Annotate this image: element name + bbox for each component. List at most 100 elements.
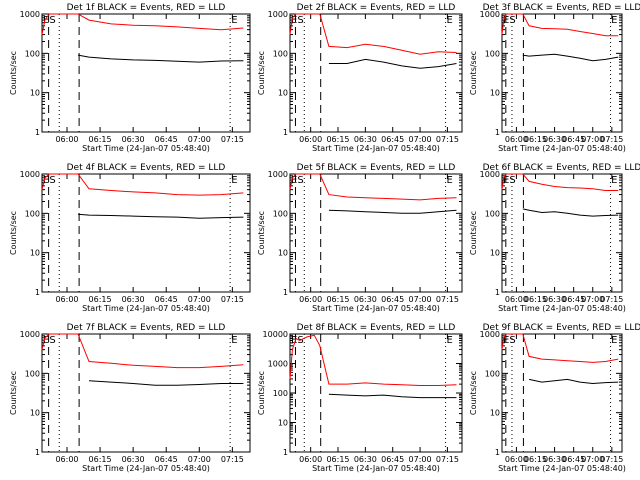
y-tick-label: 10 bbox=[490, 89, 500, 98]
marker-e-label: E bbox=[231, 335, 237, 346]
y-tick-label: 10 bbox=[278, 419, 288, 428]
y-tick-label: 1 bbox=[283, 128, 288, 137]
x-tick-label: 06:00 bbox=[55, 295, 78, 304]
marker-e-label: E bbox=[231, 175, 237, 186]
y-tick-label: 100 bbox=[485, 49, 500, 58]
plot-frame bbox=[501, 13, 623, 133]
y-tick-label: 100 bbox=[485, 369, 500, 378]
y-tick-label: 100 bbox=[273, 389, 288, 398]
x-tick-label: 06:30 bbox=[122, 455, 145, 464]
x-tick-label: 07:15 bbox=[221, 455, 244, 464]
y-tick-label: 1 bbox=[495, 288, 500, 297]
y-axis-label: Counts/sec bbox=[9, 371, 18, 415]
y-tick-label: 1000 bbox=[20, 10, 40, 19]
y-tick-label: 1000 bbox=[480, 10, 500, 19]
y-tick-label: 100 bbox=[273, 209, 288, 218]
y-tick-label: 10 bbox=[490, 409, 500, 418]
y-tick-label: 10 bbox=[30, 409, 40, 418]
x-tick-label: 07:15 bbox=[221, 135, 244, 144]
y-tick-label: 1000 bbox=[268, 170, 288, 179]
y-tick-label: 1000 bbox=[20, 170, 40, 179]
x-tick-label: 07:00 bbox=[581, 455, 604, 464]
x-tick-label: 06:00 bbox=[299, 455, 322, 464]
lld-series-line bbox=[289, 334, 457, 386]
marker-es-label: ES bbox=[43, 15, 56, 26]
lld-series-line bbox=[501, 173, 619, 191]
y-axis-label: Counts/sec bbox=[9, 51, 18, 95]
x-tick-label: 06:15 bbox=[326, 455, 349, 464]
y-tick-label: 1000 bbox=[480, 170, 500, 179]
x-tick-label: 07:15 bbox=[600, 295, 623, 304]
marker-e-label: E bbox=[447, 15, 453, 26]
x-tick-label: 07:15 bbox=[436, 455, 459, 464]
x-axis-label: Start Time (24-Jan-07 05:48:40) bbox=[82, 144, 210, 153]
plot-frame bbox=[289, 13, 463, 133]
marker-es-label: ES bbox=[291, 175, 304, 186]
x-tick-label: 06:00 bbox=[505, 455, 528, 464]
x-tick-label: 07:00 bbox=[188, 455, 211, 464]
x-tick-label: 06:30 bbox=[354, 295, 377, 304]
chart-panel-3: Det 3f BLACK = Events, RED = LLD 1 10 100 10… bbox=[469, 3, 640, 153]
events-series-line bbox=[328, 58, 457, 69]
events-series-line bbox=[328, 393, 457, 399]
x-tick-label: 06:00 bbox=[299, 295, 322, 304]
y-tick-label: 1 bbox=[495, 448, 500, 457]
plot-frame bbox=[41, 173, 251, 293]
y-tick-label: 100 bbox=[25, 209, 40, 218]
chart-title: Det 2f BLACK = Events, RED = LLD bbox=[297, 3, 456, 13]
y-tick-label: 100 bbox=[485, 209, 500, 218]
x-tick-label: 06:15 bbox=[524, 295, 547, 304]
y-tick-label: 1 bbox=[35, 448, 40, 457]
x-axis-label: Start Time (24-Jan-07 05:48:40) bbox=[82, 304, 210, 313]
chart-title: Det 3f BLACK = Events, RED = LLD bbox=[483, 3, 640, 13]
marker-es-label: ES bbox=[503, 15, 516, 26]
chart-panel-9: Det 9f BLACK = Events, RED = LLD 1 10 100 10… bbox=[469, 323, 640, 473]
y-axis-label: Counts/sec bbox=[257, 211, 266, 255]
x-tick-label: 06:45 bbox=[155, 135, 178, 144]
y-tick-label: 1000 bbox=[268, 360, 288, 369]
x-tick-label: 06:30 bbox=[122, 295, 145, 304]
x-axis-label: Start Time (24-Jan-07 05:48:40) bbox=[312, 464, 440, 473]
chart-title: Det 5f BLACK = Events, RED = LLD bbox=[297, 163, 456, 173]
x-tick-label: 06:45 bbox=[155, 295, 178, 304]
plot-frame bbox=[501, 173, 623, 293]
x-tick-label: 06:30 bbox=[122, 135, 145, 144]
lld-series-line bbox=[41, 13, 244, 35]
y-tick-label: 1 bbox=[495, 128, 500, 137]
x-tick-label: 07:00 bbox=[188, 295, 211, 304]
y-tick-label: 1 bbox=[35, 128, 40, 137]
y-tick-label: 10 bbox=[30, 249, 40, 258]
marker-es-label: ES bbox=[43, 335, 56, 346]
events-series-line bbox=[528, 378, 619, 385]
plot-frame bbox=[41, 333, 251, 453]
x-tick-label: 07:00 bbox=[409, 455, 432, 464]
x-tick-label: 06:15 bbox=[326, 295, 349, 304]
x-tick-label: 07:00 bbox=[188, 135, 211, 144]
y-tick-label: 1 bbox=[283, 448, 288, 457]
x-tick-label: 06:30 bbox=[354, 455, 377, 464]
plot-frame bbox=[289, 173, 463, 293]
x-tick-label: 07:00 bbox=[409, 295, 432, 304]
x-tick-label: 06:15 bbox=[524, 135, 547, 144]
x-tick-label: 06:15 bbox=[89, 455, 112, 464]
x-axis-label: Start Time (24-Jan-07 05:48:40) bbox=[498, 144, 626, 153]
y-tick-label: 10 bbox=[30, 89, 40, 98]
x-tick-label: 06:30 bbox=[543, 135, 566, 144]
events-series-line bbox=[328, 209, 457, 214]
x-tick-label: 06:15 bbox=[89, 295, 112, 304]
x-tick-label: 07:15 bbox=[221, 295, 244, 304]
y-tick-label: 100 bbox=[273, 49, 288, 58]
y-axis-label: Counts/sec bbox=[257, 51, 266, 95]
plot-frame bbox=[289, 333, 463, 453]
marker-es-label: ES bbox=[503, 335, 516, 346]
y-tick-label: 1000 bbox=[480, 330, 500, 339]
x-tick-label: 06:00 bbox=[505, 135, 528, 144]
marker-e-label: E bbox=[611, 15, 617, 26]
marker-es-label: ES bbox=[291, 335, 304, 346]
x-tick-label: 06:30 bbox=[543, 295, 566, 304]
x-tick-label: 06:45 bbox=[381, 135, 404, 144]
y-tick-label: 100 bbox=[25, 369, 40, 378]
events-series-line bbox=[88, 380, 244, 386]
marker-es-label: ES bbox=[43, 175, 56, 186]
